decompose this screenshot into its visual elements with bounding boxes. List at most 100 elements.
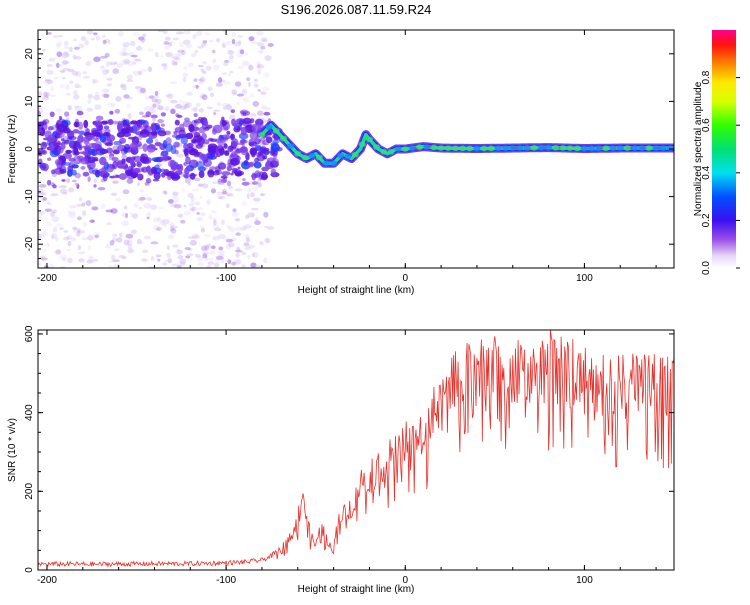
noise-blob	[70, 209, 76, 216]
noise-blob	[74, 55, 82, 60]
noise-blob	[232, 208, 237, 212]
ridge-blob	[401, 146, 409, 152]
colorbar-tick-label: 0.6	[701, 118, 712, 132]
noise-blob	[66, 117, 70, 121]
noise-blob	[173, 61, 178, 66]
noise-blob	[147, 66, 153, 73]
noise-blob	[264, 237, 271, 244]
band-blob	[71, 164, 79, 169]
noise-blob	[217, 181, 225, 185]
noise-blob	[152, 95, 159, 99]
ridge-blob	[394, 146, 402, 152]
noise-blob	[186, 253, 194, 257]
ridge-blob	[301, 154, 309, 161]
band-blob	[154, 142, 162, 147]
noise-blob	[198, 108, 204, 113]
ridge-blob	[652, 145, 660, 151]
noise-blob	[182, 101, 188, 107]
noise-blob	[245, 215, 250, 219]
noise-blob	[196, 211, 200, 215]
noise-blob	[171, 244, 179, 248]
noise-blob	[56, 51, 63, 58]
noise-blob	[179, 42, 185, 48]
noise-blob	[152, 117, 156, 123]
band-blob	[99, 156, 107, 166]
band-blob	[203, 158, 212, 168]
noise-blob	[143, 202, 152, 209]
noise-blob	[242, 178, 246, 181]
noise-blob	[156, 105, 164, 111]
noise-blob	[162, 64, 168, 71]
noise-blob	[90, 37, 95, 41]
band-blob	[193, 119, 203, 124]
noise-blob	[44, 80, 49, 84]
noise-blob	[38, 261, 42, 267]
noise-blob	[101, 93, 108, 98]
noise-blob	[121, 47, 128, 52]
band-blob	[182, 173, 191, 178]
noise-blob	[67, 68, 75, 73]
band-blob	[261, 149, 271, 154]
band-blob	[125, 124, 131, 133]
noise-blob	[252, 181, 259, 185]
noise-blob	[78, 197, 83, 202]
noise-blob	[44, 221, 52, 227]
noise-blob	[53, 35, 58, 39]
noise-blob	[44, 208, 52, 212]
noise-blob	[132, 31, 141, 37]
noise-blob	[188, 248, 193, 252]
noise-blob	[87, 234, 94, 241]
noise-blob	[226, 203, 230, 209]
noise-blob	[69, 46, 73, 53]
noise-blob	[51, 216, 60, 223]
noise-blob	[220, 257, 225, 264]
noise-blob	[231, 38, 236, 45]
x-tick-label: -200	[37, 575, 57, 586]
noise-blob	[220, 175, 228, 179]
noise-blob	[87, 244, 91, 251]
noise-blob	[257, 89, 261, 92]
noise-blob	[62, 67, 70, 71]
band-blob	[240, 138, 246, 144]
noise-blob	[38, 214, 43, 219]
noise-blob	[65, 92, 71, 96]
ridge-blob	[444, 145, 452, 151]
ridge-blob	[373, 144, 381, 150]
noise-blob	[211, 245, 216, 250]
noise-blob	[71, 71, 78, 76]
noise-blob	[138, 198, 144, 202]
noise-blob	[44, 91, 48, 97]
band-blob	[215, 137, 225, 144]
noise-blob	[247, 212, 255, 218]
noise-blob	[59, 188, 68, 194]
noise-blob	[61, 61, 70, 64]
ridge-blob	[408, 145, 416, 151]
noise-blob	[68, 187, 75, 193]
noise-blob	[213, 227, 222, 232]
noise-blob	[134, 58, 142, 62]
noise-blob	[126, 103, 132, 109]
noise-blob	[127, 243, 133, 249]
noise-blob	[61, 59, 69, 66]
noise-blob	[177, 213, 184, 218]
noise-blob	[241, 251, 246, 256]
band-blob	[185, 132, 194, 139]
noise-blob	[228, 186, 234, 192]
noise-blob	[59, 115, 63, 121]
ridge-blob	[537, 144, 545, 151]
noise-blob	[215, 255, 224, 260]
noise-blob	[51, 232, 58, 239]
noise-blob	[116, 237, 123, 243]
noise-blob	[73, 89, 78, 96]
x-tick-label: 100	[576, 575, 593, 586]
noise-blob	[78, 245, 82, 250]
noise-blob	[138, 71, 143, 76]
noise-blob	[74, 182, 79, 186]
band-blob	[216, 144, 223, 150]
noise-blob	[208, 214, 213, 220]
band-blob	[127, 165, 133, 174]
ridge-blob	[623, 145, 631, 151]
noise-blob	[123, 45, 128, 48]
noise-blob	[169, 222, 175, 228]
noise-blob	[212, 49, 216, 54]
